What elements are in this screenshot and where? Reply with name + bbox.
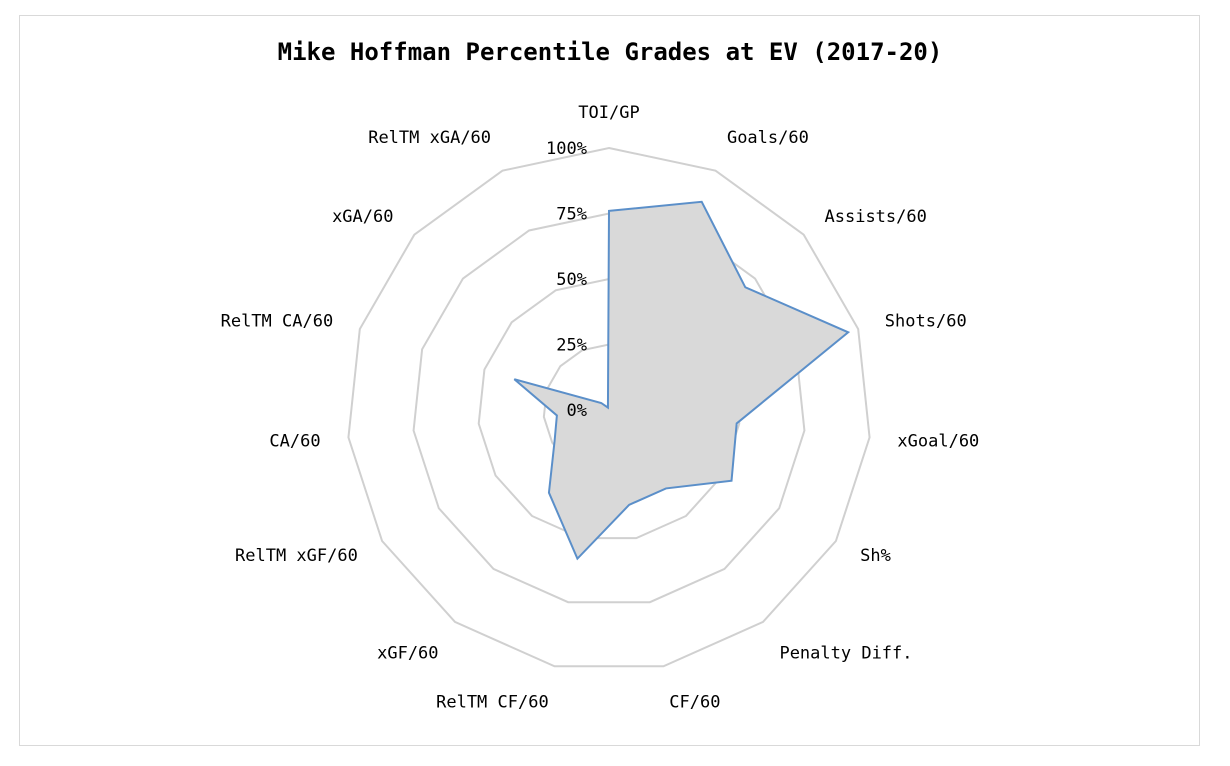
category-label-11: CA/60 <box>269 431 320 451</box>
category-label-1: Goals/60 <box>727 128 809 148</box>
tick-label-4: 100% <box>546 139 587 159</box>
radar-tick-labels: 0% 25% 50% 75% 100% <box>546 139 587 421</box>
tick-label-1: 25% <box>556 336 587 356</box>
category-label-14: RelTM xGA/60 <box>368 128 491 148</box>
category-label-13: xGA/60 <box>332 207 393 227</box>
series-area-0 <box>513 200 851 561</box>
category-label-0: TOI/GP <box>578 103 639 123</box>
grid-ring-4 <box>347 146 871 668</box>
category-label-6: Penalty Diff. <box>779 644 912 664</box>
category-label-2: Assists/60 <box>825 207 927 227</box>
category-label-10: RelTM xGF/60 <box>235 546 358 566</box>
category-label-3: Shots/60 <box>885 311 967 331</box>
tick-label-3: 75% <box>556 205 587 225</box>
category-label-12: RelTM CA/60 <box>221 311 334 331</box>
category-label-8: RelTM CF/60 <box>436 693 549 713</box>
tick-label-2: 50% <box>556 270 587 290</box>
radar-series <box>513 200 851 561</box>
radar-category-labels: TOI/GP Goals/60 Assists/60 Shots/60 xGoal/60… <box>221 103 980 713</box>
chart-title: Mike Hoffman Percentile Grades at EV (20… <box>277 38 943 66</box>
category-label-4: xGoal/60 <box>897 431 979 451</box>
category-label-5: Sh% <box>860 546 891 566</box>
category-label-9: xGF/60 <box>377 644 438 664</box>
tick-label-0: 0% <box>567 401 587 421</box>
category-label-7: CF/60 <box>669 693 720 713</box>
